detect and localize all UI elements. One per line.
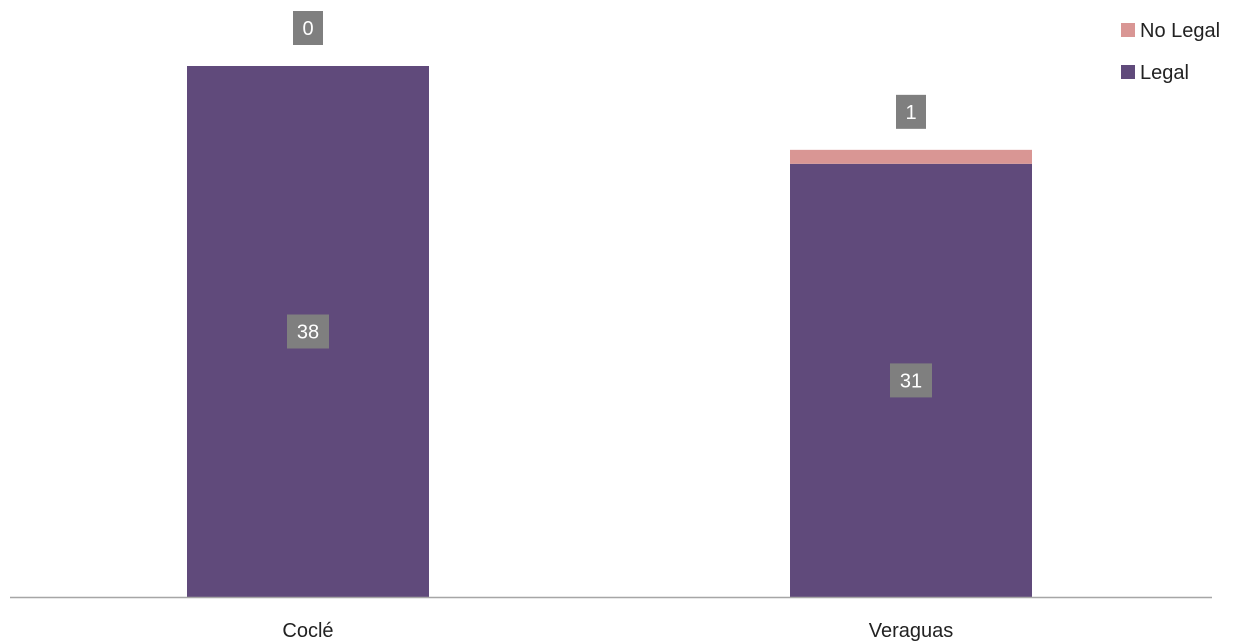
x-tick-label-cocle: Coclé (282, 620, 333, 641)
legend: No Legal Legal (1121, 20, 1220, 84)
legend-label-legal: Legal (1140, 62, 1189, 84)
data-label-legal-cocle: 38 (287, 314, 329, 349)
data-labels: 38 0 31 1 (287, 11, 932, 398)
data-label-legal-veraguas: 31 (890, 363, 932, 398)
x-tick-labels: Coclé Veraguas (282, 620, 953, 641)
data-label-no-legal-veraguas: 1 (896, 94, 926, 129)
data-label-no-legal-veraguas-text: 1 (905, 102, 916, 124)
legend-item-legal: Legal (1121, 62, 1189, 84)
legend-label-no-legal: No Legal (1140, 20, 1220, 42)
data-label-no-legal-cocle-text: 0 (302, 18, 313, 40)
data-label-legal-cocle-box (287, 314, 329, 349)
data-label-legal-veraguas-box (890, 363, 932, 398)
x-tick-label-veraguas: Veraguas (869, 620, 954, 641)
data-label-no-legal-cocle: 0 (293, 11, 323, 45)
legend-item-no-legal: No Legal (1121, 20, 1220, 42)
data-label-legal-veraguas-text: 31 (900, 370, 922, 392)
data-label-no-legal-veraguas-box (896, 94, 926, 129)
data-label-no-legal-cocle-box (293, 11, 323, 45)
legend-swatch-no-legal (1121, 23, 1135, 37)
bar-no-legal-veraguas (790, 149, 1032, 164)
data-label-legal-cocle-text: 38 (297, 322, 319, 344)
legend-swatch-legal (1121, 65, 1135, 79)
